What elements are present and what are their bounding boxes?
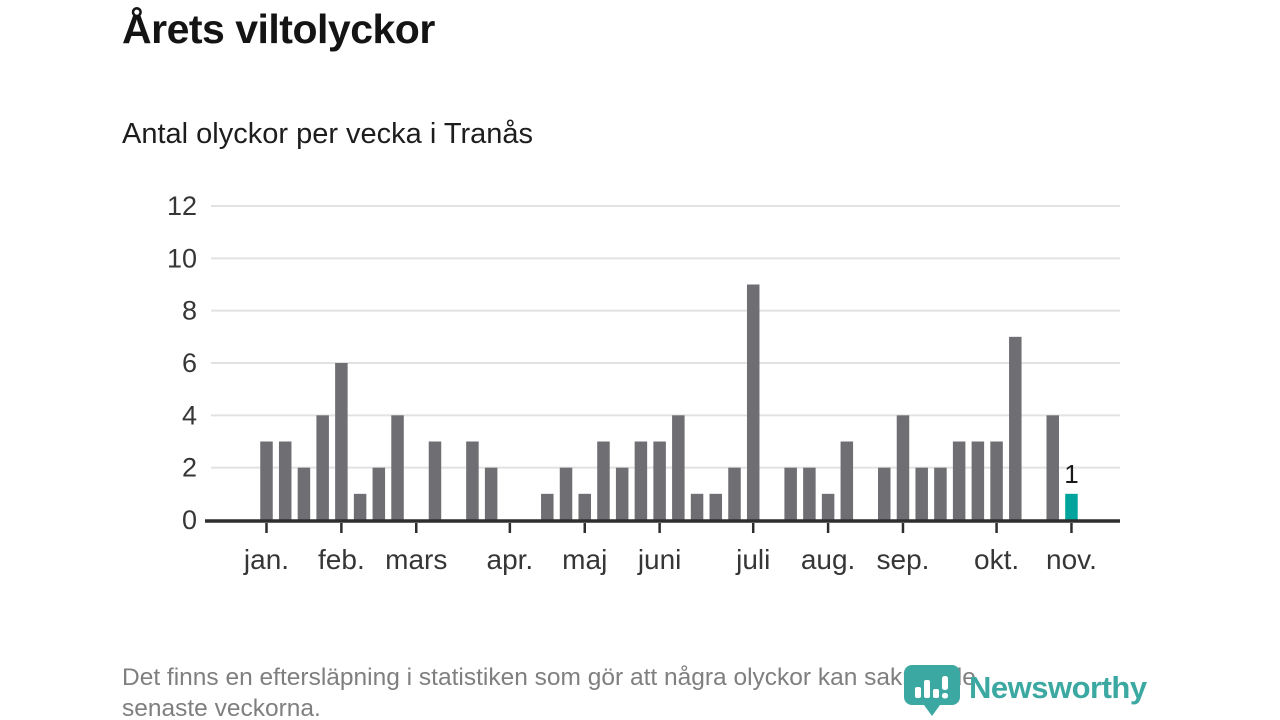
x-axis-label-aug.: aug. bbox=[801, 544, 856, 575]
bar-week-25 bbox=[709, 493, 723, 520]
bar-week-43 bbox=[1046, 415, 1059, 520]
highlighted-bar-week-44 bbox=[1065, 493, 1078, 520]
bar-week-31 bbox=[821, 493, 835, 520]
newsworthy-pin-barchart-icon bbox=[904, 665, 960, 716]
last-bar-value-label: 1 bbox=[1064, 459, 1078, 489]
x-axis-label-sep.: sep. bbox=[877, 544, 930, 575]
bar-week-4 bbox=[316, 415, 329, 520]
x-axis-label-okt.: okt. bbox=[974, 544, 1019, 575]
bar-week-17 bbox=[559, 467, 573, 520]
x-axis-label-feb.: feb. bbox=[318, 544, 365, 575]
bar-week-18 bbox=[578, 493, 591, 520]
y-axis-label-8: 8 bbox=[182, 296, 197, 326]
y-axis-label-10: 10 bbox=[167, 243, 197, 273]
bar-week-2 bbox=[278, 441, 292, 520]
footnote-line2: senaste veckorna. bbox=[122, 695, 321, 720]
y-axis-label-0: 0 bbox=[182, 505, 197, 535]
x-axis-label-apr.: apr. bbox=[487, 544, 534, 575]
bar-week-20 bbox=[615, 467, 629, 520]
bar-week-5 bbox=[335, 363, 348, 520]
bar-week-32 bbox=[840, 441, 854, 520]
chart-title: Årets viltolyckor bbox=[122, 6, 435, 52]
y-axis-label-6: 6 bbox=[182, 348, 197, 378]
bar-week-41 bbox=[1009, 336, 1022, 520]
bar-week-37 bbox=[934, 467, 947, 520]
bar-week-27 bbox=[746, 284, 760, 520]
x-axis-label-jan.: jan. bbox=[243, 544, 289, 575]
footnote: Det finns en eftersläpning i statistiken… bbox=[122, 662, 1182, 720]
bar-week-29 bbox=[784, 467, 797, 520]
bar-week-35 bbox=[896, 415, 910, 520]
y-axis-label-2: 2 bbox=[182, 453, 197, 483]
bar-week-26 bbox=[728, 467, 741, 520]
chart-subtitle: Antal olyckor per vecka i Tranås bbox=[122, 118, 534, 150]
x-axis-label-nov.: nov. bbox=[1046, 544, 1097, 575]
bar-week-22 bbox=[653, 441, 666, 520]
bar-week-13 bbox=[484, 467, 498, 520]
footnote-line1: Det finns en eftersläpning i statistiken… bbox=[122, 664, 976, 691]
bar-week-24 bbox=[690, 493, 704, 520]
bar-week-38 bbox=[952, 441, 966, 520]
bar-week-3 bbox=[297, 467, 311, 520]
x-axis-label-maj: maj bbox=[562, 544, 607, 575]
bar-week-12 bbox=[466, 441, 479, 520]
bar-week-21 bbox=[634, 441, 648, 520]
x-axis-label-juni: juni bbox=[637, 544, 682, 575]
x-axis-label-mars: mars bbox=[385, 544, 447, 575]
newsworthy-logo-text: Newsworthy bbox=[969, 670, 1147, 705]
bar-week-36 bbox=[915, 467, 928, 520]
bar-week-8 bbox=[391, 415, 404, 520]
bar-week-40 bbox=[990, 441, 1003, 520]
bar-week-19 bbox=[597, 441, 610, 520]
newsworthy-logo: Newsworthy bbox=[903, 664, 1147, 718]
bar-week-16 bbox=[541, 493, 554, 520]
bar-week-39 bbox=[971, 441, 985, 520]
bar-week-6 bbox=[353, 493, 367, 520]
bar-week-10 bbox=[428, 441, 442, 520]
bar-week-34 bbox=[878, 467, 891, 520]
bar-week-23 bbox=[672, 415, 685, 520]
bar-week-7 bbox=[372, 467, 386, 520]
y-axis-label-12: 12 bbox=[167, 191, 197, 221]
bar-week-30 bbox=[803, 467, 816, 520]
x-axis-label-juli: juli bbox=[735, 544, 770, 575]
y-axis-label-4: 4 bbox=[182, 400, 197, 430]
bar-week-1 bbox=[260, 441, 273, 520]
